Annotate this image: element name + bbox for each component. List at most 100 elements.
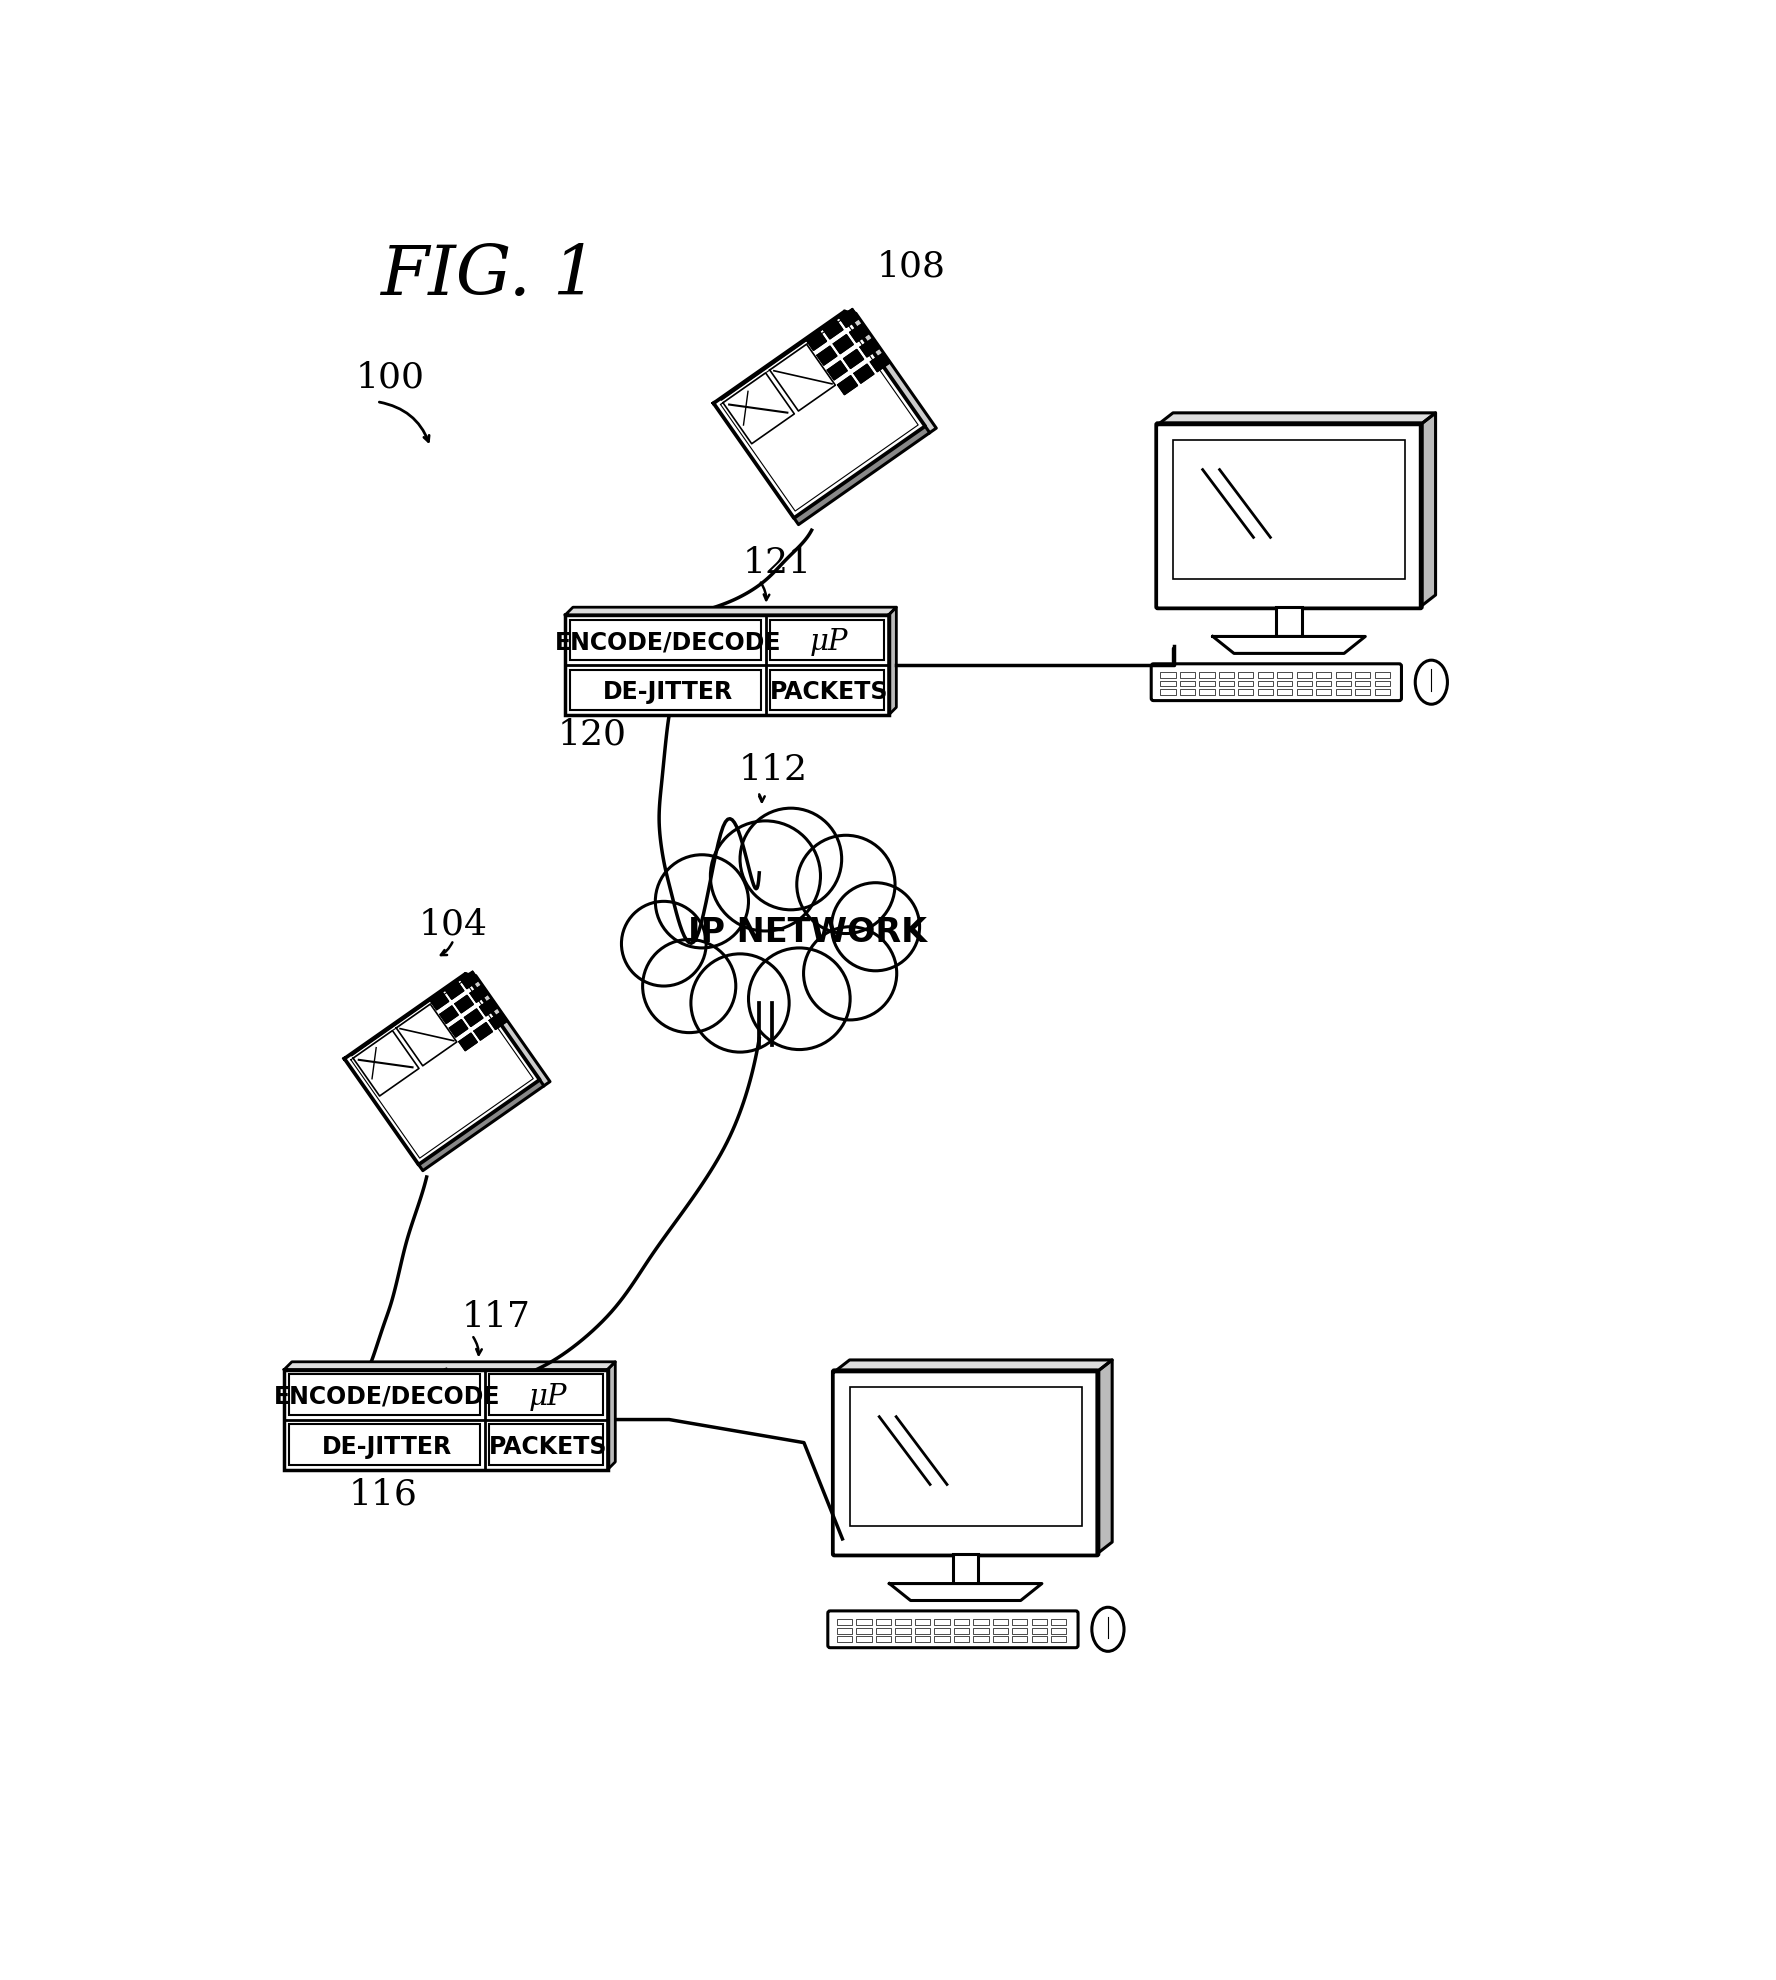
Bar [490, 1424, 604, 1465]
Text: ENCODE/DECODE: ENCODE/DECODE [554, 630, 781, 653]
Bar [856, 1628, 872, 1634]
Bar [856, 1635, 872, 1641]
Bar [1032, 1620, 1046, 1626]
Polygon shape [806, 331, 826, 350]
Bar [1277, 671, 1293, 677]
Text: DE-JITTER: DE-JITTER [321, 1436, 451, 1459]
FancyBboxPatch shape [1151, 663, 1401, 701]
Polygon shape [480, 998, 497, 1016]
Circle shape [797, 836, 895, 933]
Text: PACKETS: PACKETS [488, 1436, 607, 1459]
Bar [934, 1620, 950, 1626]
Bar [993, 1620, 1009, 1626]
Bar [1316, 681, 1332, 687]
Polygon shape [719, 317, 840, 400]
Text: 108: 108 [877, 249, 947, 283]
Bar [1172, 440, 1405, 578]
Bar [895, 1628, 911, 1634]
Bar [1012, 1628, 1028, 1634]
Bar [973, 1635, 989, 1641]
Bar [1160, 681, 1176, 687]
Bar [771, 620, 884, 661]
Bar [1355, 671, 1371, 677]
Bar [1199, 671, 1215, 677]
Bar [1277, 681, 1293, 687]
Bar [1218, 681, 1234, 687]
Text: 120: 120 [558, 717, 627, 750]
Text: 116: 116 [348, 1477, 417, 1511]
Bar [1179, 681, 1195, 687]
Text: ENCODE/DECODE: ENCODE/DECODE [274, 1384, 501, 1410]
Circle shape [622, 901, 707, 986]
Polygon shape [353, 1032, 419, 1097]
Bar [1218, 689, 1234, 695]
Ellipse shape [1415, 659, 1447, 705]
Polygon shape [565, 608, 897, 616]
Circle shape [831, 883, 920, 970]
Polygon shape [838, 376, 858, 394]
Bar [284, 1370, 607, 1469]
Text: μP: μP [810, 628, 847, 655]
Bar [1257, 681, 1273, 687]
Polygon shape [488, 1012, 508, 1030]
Polygon shape [870, 352, 890, 372]
Bar [973, 1628, 989, 1634]
Bar [954, 1620, 970, 1626]
Bar [289, 1424, 480, 1465]
Polygon shape [440, 1006, 458, 1024]
Circle shape [741, 808, 842, 909]
Bar [1296, 689, 1312, 695]
Bar [1238, 689, 1254, 695]
Bar [289, 1374, 480, 1416]
Polygon shape [835, 1360, 1112, 1372]
Bar [1336, 689, 1352, 695]
Text: μP: μP [529, 1382, 567, 1412]
Polygon shape [430, 992, 449, 1010]
Bar [836, 1635, 852, 1641]
Bar [1238, 681, 1254, 687]
Bar [1375, 681, 1391, 687]
Polygon shape [474, 1022, 492, 1040]
Polygon shape [1158, 414, 1435, 424]
Bar [876, 1635, 892, 1641]
Bar [1218, 671, 1234, 677]
Bar [565, 616, 888, 715]
Bar [570, 669, 762, 711]
Bar [1032, 1628, 1046, 1634]
Text: 104: 104 [419, 907, 488, 940]
Bar [1051, 1620, 1066, 1626]
Bar [954, 1628, 970, 1634]
Bar [915, 1620, 931, 1626]
Bar [895, 1620, 911, 1626]
Polygon shape [419, 1079, 543, 1170]
Polygon shape [465, 1010, 483, 1026]
Polygon shape [1421, 414, 1435, 606]
Text: FIG. 1: FIG. 1 [380, 244, 599, 309]
Polygon shape [840, 309, 860, 327]
Circle shape [803, 927, 897, 1020]
Polygon shape [465, 974, 551, 1085]
Bar [954, 1554, 979, 1584]
Bar [1199, 681, 1215, 687]
Bar [1277, 689, 1293, 695]
Bar [1051, 1635, 1066, 1641]
Bar [973, 1620, 989, 1626]
Polygon shape [345, 974, 540, 1164]
Bar [1160, 689, 1176, 695]
FancyBboxPatch shape [1156, 424, 1423, 608]
Bar [1238, 671, 1254, 677]
Bar [1355, 689, 1371, 695]
Text: 112: 112 [739, 754, 808, 788]
Text: 117: 117 [462, 1301, 531, 1335]
Polygon shape [833, 335, 852, 354]
Polygon shape [890, 1584, 1043, 1600]
Bar [1296, 681, 1312, 687]
Polygon shape [888, 608, 897, 715]
Polygon shape [817, 346, 836, 364]
Bar [1199, 689, 1215, 695]
FancyBboxPatch shape [833, 1370, 1099, 1556]
Polygon shape [1098, 1360, 1112, 1554]
Bar [856, 1620, 872, 1626]
Polygon shape [769, 345, 835, 412]
Bar [1051, 1628, 1066, 1634]
